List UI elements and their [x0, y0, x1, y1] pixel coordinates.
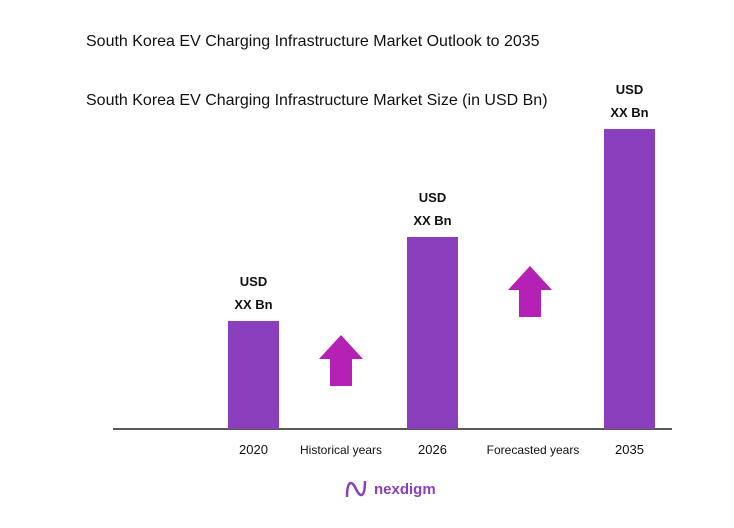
x-tick-label: 2035 — [615, 442, 644, 457]
bar-2020 — [228, 321, 279, 429]
bar-2035 — [604, 129, 655, 429]
x-tick-label: 2020 — [239, 442, 268, 457]
data-label: USD — [616, 82, 643, 97]
data-label: XX Bn — [413, 213, 451, 228]
logo-text: nexdigm — [374, 480, 436, 498]
arrow-up-icon — [319, 335, 363, 386]
brand-logo: nexdigm — [344, 478, 436, 500]
data-label: XX Bn — [234, 297, 272, 312]
nexdigm-logo-icon — [345, 480, 367, 498]
period-label: Historical years — [300, 443, 382, 457]
arrow-up-icon — [508, 266, 552, 317]
chart-title: South Korea EV Charging Infrastructure M… — [86, 33, 540, 50]
period-label: Forecasted years — [487, 443, 580, 457]
data-label: USD — [419, 190, 446, 205]
chart-subtitle: South Korea EV Charging Infrastructure M… — [86, 92, 548, 109]
bar-2026 — [407, 237, 458, 429]
data-label: XX Bn — [610, 105, 648, 120]
x-tick-label: 2026 — [418, 442, 447, 457]
data-label: USD — [240, 274, 267, 289]
